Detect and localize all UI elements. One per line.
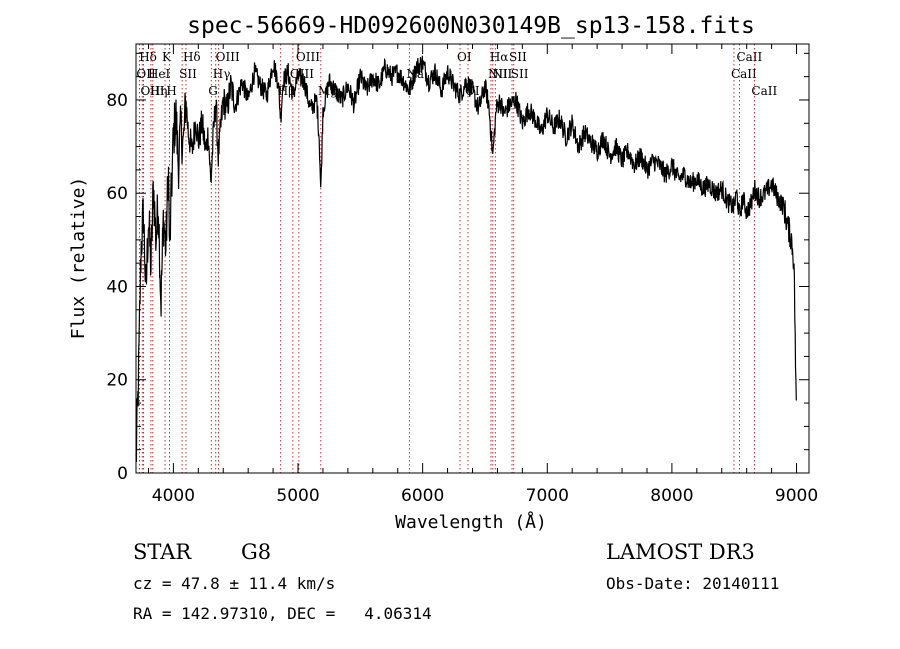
spectrum-chart: spec-56669-HD092600N030149B_sp13-158.fit… (68, 13, 818, 533)
x-axis-label: Wavelength (Å) (395, 511, 547, 533)
redshift-velocity: cz = 47.8 ± 11.4 km/s (133, 574, 336, 593)
line-label-25: CaII (731, 67, 757, 81)
y-tick-label-0: 0 (117, 464, 128, 484)
object-subclass: G8 (241, 540, 272, 564)
x-tick-label-4: 8000 (650, 486, 693, 506)
line-label-9: OIII (216, 50, 240, 64)
line-label-24: CaII (736, 50, 762, 64)
object-class: STAR (133, 540, 192, 564)
line-label-13: OIII (290, 67, 314, 81)
line-label-0: Hδ (139, 50, 157, 64)
flux-series-line (135, 55, 797, 463)
line-label-8: H (166, 84, 176, 98)
line-label-4: HeI (148, 67, 171, 81)
x-tick-label-5: 9000 (775, 486, 818, 506)
line-label-23: SII (511, 67, 529, 81)
y-tick-label-2: 40 (106, 277, 128, 297)
observation-date: Obs-Date: 20140111 (606, 574, 780, 593)
plot-frame (135, 43, 810, 474)
ra-dec-coordinates: RA = 142.97310, DEC = 4.06314 (133, 604, 432, 623)
line-label-22: SII (509, 50, 527, 64)
line-label-1: K (162, 50, 172, 64)
line-label-17: OI (457, 50, 472, 64)
x-tick-label-0: 4000 (152, 486, 195, 506)
line-label-21: NII (492, 67, 512, 81)
line-label-20: Hα (490, 50, 509, 64)
line-label-10: Hγ (213, 67, 231, 81)
x-tick-label-2: 6000 (401, 486, 444, 506)
line-label-12: OIII (296, 50, 320, 64)
line-label-11: G (208, 84, 218, 98)
x-tick-label-1: 5000 (276, 486, 319, 506)
chart-title: spec-56669-HD092600N030149B_sp13-158.fit… (187, 13, 755, 39)
line-label-6: OIII (140, 84, 164, 98)
y-tick-label-1: 20 (106, 371, 128, 391)
line-label-2: Hδ (183, 50, 201, 64)
line-label-26: CaII (751, 84, 777, 98)
line-label-7: Hη (150, 84, 168, 98)
axis-ticks: 4000 5000 6000 7000 8000 9000 0 20 40 60 80 (106, 44, 818, 506)
survey-name: LAMOST DR3 (606, 540, 755, 564)
x-tick-label-3: 7000 (526, 486, 569, 506)
y-tick-label-3: 60 (106, 184, 128, 204)
y-tick-label-4: 80 (106, 91, 128, 111)
y-axis-label: Flux (relative) (68, 177, 89, 340)
line-label-5: SII (179, 67, 197, 81)
